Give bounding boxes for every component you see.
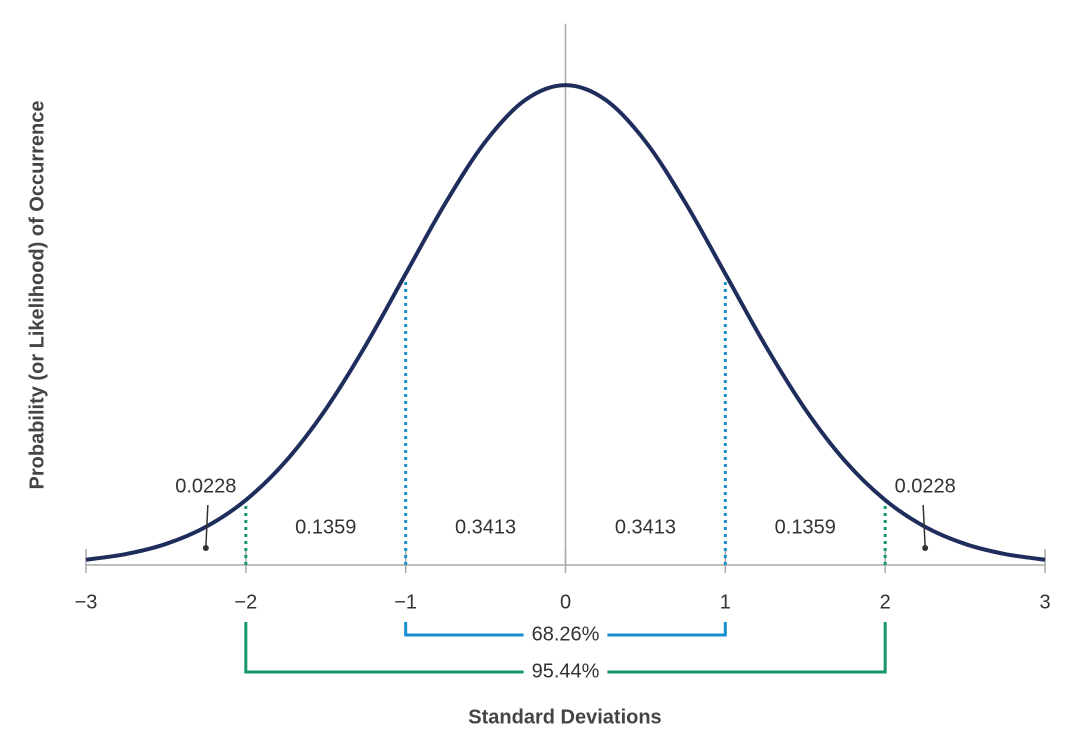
x-tick-label: −3 [75, 591, 98, 613]
leader-line [205, 504, 209, 549]
y-axis-label: Probability (or Likelihood) of Occurrenc… [26, 101, 48, 490]
x-tick-label: −1 [394, 591, 417, 613]
region-label: 0.0228 [895, 475, 956, 497]
x-tick-label: 0 [560, 591, 571, 613]
bracket [607, 622, 727, 637]
x-tick-label: 1 [720, 591, 731, 613]
region-label: 0.3413 [455, 516, 516, 538]
x-axis-label: Standard Deviations [468, 706, 661, 728]
x-tick-label: −2 [234, 591, 257, 613]
region-label: 0.3413 [615, 516, 676, 538]
bracket [404, 622, 524, 637]
region-label: 0.1359 [775, 516, 836, 538]
leader-dot [922, 545, 929, 551]
region-label: 0.1359 [295, 516, 356, 538]
x-tick-label: 2 [880, 591, 891, 613]
bracket [244, 622, 524, 674]
x-tick-label: 3 [1039, 591, 1050, 613]
bracket-label: 68.26% [532, 623, 600, 645]
region-label: 0.0228 [175, 475, 236, 497]
bracket-label: 95.44% [532, 660, 600, 682]
curve [85, 83, 1046, 562]
leader-dot [202, 545, 209, 551]
bracket [607, 622, 887, 674]
leader-line [922, 504, 926, 549]
